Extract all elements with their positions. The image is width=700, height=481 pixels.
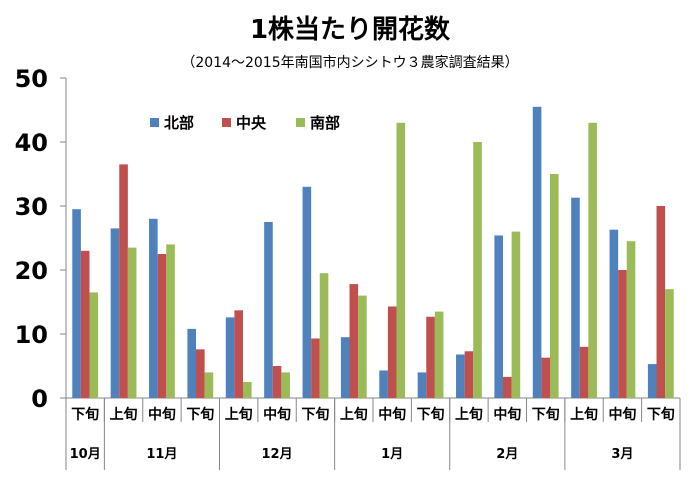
bar-中央 bbox=[196, 349, 205, 398]
bar-中央 bbox=[272, 366, 282, 398]
legend-label: 中央 bbox=[236, 114, 267, 132]
bar-南部 bbox=[626, 241, 636, 398]
bar-中央 bbox=[503, 376, 512, 398]
x-tick-label: 下旬 bbox=[647, 406, 675, 423]
x-tick-label: 下旬 bbox=[71, 406, 99, 423]
x-tick-label: 上旬 bbox=[570, 406, 598, 423]
bar-南部 bbox=[434, 311, 444, 398]
bar-中央 bbox=[119, 164, 128, 398]
bar-南部 bbox=[204, 372, 214, 398]
bar-北部 bbox=[187, 328, 197, 398]
bar-中央 bbox=[426, 316, 435, 398]
y-tick-label: 40 bbox=[15, 129, 48, 157]
bar-北部 bbox=[532, 106, 542, 399]
bar-中央 bbox=[656, 206, 666, 398]
bar-中央 bbox=[311, 338, 320, 398]
bar-北部 bbox=[72, 209, 81, 398]
bar-中央 bbox=[618, 270, 627, 398]
plot-area: 01020304050下旬 上旬 中旬 下旬 上旬 中旬 下旬 上旬 中旬 下旬 上旬 中旬 下旬 上旬中… bbox=[15, 65, 681, 470]
bar-南部 bbox=[358, 295, 367, 398]
bar-中央 bbox=[464, 351, 474, 398]
bar-北部 bbox=[571, 197, 580, 398]
legend-swatch-南部 bbox=[296, 118, 305, 127]
y-tick-label: 50 bbox=[15, 65, 48, 93]
legend: 北部 中央 南部 bbox=[150, 114, 340, 132]
x-tick-label: 下旬 bbox=[417, 406, 445, 423]
y-tick-label: 0 bbox=[31, 385, 48, 413]
bar-南部 bbox=[511, 231, 521, 398]
bar-南部 bbox=[665, 289, 674, 398]
x-tick-label: 上旬 bbox=[340, 406, 368, 423]
bar-南部 bbox=[242, 382, 252, 398]
bar-中央 bbox=[234, 310, 243, 398]
bar-南部 bbox=[588, 122, 597, 399]
y-tick-label: 30 bbox=[15, 193, 48, 221]
bar-北部 bbox=[456, 354, 465, 398]
x-tick-label: 上旬 bbox=[455, 406, 483, 423]
bar-南部 bbox=[281, 372, 290, 398]
x-tick-label: 中旬 bbox=[493, 406, 521, 423]
month-label: 10月 bbox=[70, 447, 101, 462]
bar-中央 bbox=[541, 357, 550, 398]
bar-北部 bbox=[494, 235, 504, 398]
x-tick-label: 下旬 bbox=[186, 406, 214, 423]
x-tick-label: 中旬 bbox=[608, 406, 636, 423]
month-label: 11月 bbox=[146, 447, 177, 462]
bar-北部 bbox=[264, 222, 273, 398]
bar-南部 bbox=[89, 292, 99, 398]
bar-中央 bbox=[80, 250, 90, 398]
month-label: 12月 bbox=[262, 447, 293, 462]
x-tick-label: 上旬 bbox=[110, 406, 138, 423]
chart-title: 1株当たり開花数 bbox=[250, 15, 451, 45]
legend-label: 南部 bbox=[310, 114, 340, 132]
bar-中央 bbox=[579, 346, 589, 398]
bar-中央 bbox=[349, 284, 359, 398]
bar-北部 bbox=[110, 228, 120, 398]
bar-中央 bbox=[157, 254, 167, 398]
month-label: 2月 bbox=[496, 447, 518, 462]
legend-swatch-中央 bbox=[222, 118, 231, 127]
bar-南部 bbox=[396, 122, 406, 399]
bar-北部 bbox=[609, 229, 619, 398]
bar-南部 bbox=[166, 244, 175, 398]
bar-北部 bbox=[149, 218, 158, 398]
bar-北部 bbox=[647, 364, 657, 398]
bar-北部 bbox=[379, 370, 388, 398]
bar-南部 bbox=[473, 142, 482, 398]
bar-北部 bbox=[340, 337, 350, 398]
month-label: 3月 bbox=[611, 447, 633, 462]
x-tick-label: 中旬 bbox=[148, 406, 176, 423]
bar-南部 bbox=[127, 247, 137, 398]
legend-swatch-北部 bbox=[150, 118, 159, 127]
bar-北部 bbox=[302, 186, 312, 398]
y-tick-label: 10 bbox=[15, 321, 48, 349]
x-tick-label: 中旬 bbox=[263, 406, 291, 423]
bar-南部 bbox=[319, 273, 329, 398]
x-tick-label: 中旬 bbox=[378, 406, 406, 423]
bar-北部 bbox=[225, 317, 235, 398]
legend-label: 北部 bbox=[164, 114, 194, 132]
bar-中央 bbox=[387, 306, 397, 398]
month-label: 1月 bbox=[381, 447, 403, 462]
y-tick-label: 20 bbox=[15, 257, 48, 285]
bar-北部 bbox=[417, 372, 427, 398]
x-tick-label: 下旬 bbox=[532, 406, 560, 423]
x-tick-label: 下旬 bbox=[301, 406, 329, 423]
x-tick-label: 上旬 bbox=[225, 406, 253, 423]
bar-南部 bbox=[549, 174, 559, 398]
chart-subtitle: （2014～2015年南国市内シシトウ３農家調査結果） bbox=[181, 54, 518, 71]
